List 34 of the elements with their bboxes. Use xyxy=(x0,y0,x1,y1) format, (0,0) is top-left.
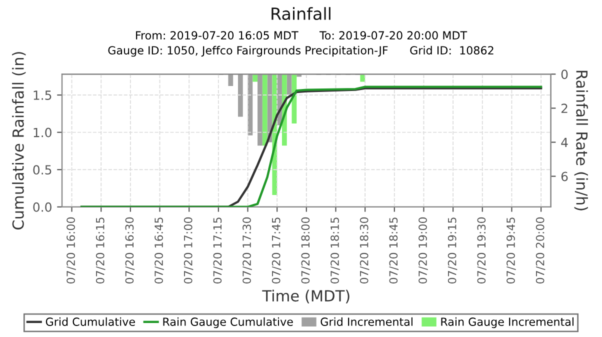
x-tick-label: 07/20 18:30 xyxy=(360,217,370,284)
legend-label: Grid Incremental xyxy=(320,317,412,326)
x-tick-label: 07/20 19:30 xyxy=(477,217,486,284)
x-tick-label: 07/20 17:45 xyxy=(272,218,282,284)
chart-subtitle: From: 2019-07-20 16:05 MDT To: 2019-07-20 20:00 MDT Gauge ID: 1050, Jeffco Fairgrounds Precipitation-JF Grid ID: 10862 xyxy=(108,31,494,57)
x-tick-label: 07/20 18:15 xyxy=(330,218,340,284)
x-tick-label: 07/20 17:15 xyxy=(213,218,223,284)
x-tick-label: 07/20 17:30 xyxy=(242,217,252,284)
x-tick-label: 07/20 19:00 xyxy=(418,217,428,284)
x-axis-title: Time (MDT) xyxy=(262,290,350,304)
legend-label: Grid Cumulative xyxy=(46,317,135,326)
x-tick-label: 07/20 16:15 xyxy=(96,218,106,284)
x-tick-label: 07/20 16:30 xyxy=(125,217,135,284)
chart-title: Rainfall xyxy=(272,7,330,20)
y-tick-label: 1.0 xyxy=(34,128,52,138)
x-tick-label: 07/20 19:15 xyxy=(448,218,458,284)
x-tick-label: 07/20 16:45 xyxy=(154,218,164,284)
y2-tick-label: 2 xyxy=(561,104,568,113)
x-tick-label: 07/20 19:45 xyxy=(506,218,516,284)
x-tick-label: 07/20 18:45 xyxy=(389,218,399,284)
y-tick-label: 0.0 xyxy=(33,202,52,212)
y2-tick-label: 4 xyxy=(561,138,568,147)
x-tick-label: 07/20 16:00 xyxy=(66,217,76,284)
y2-tick-label: 6 xyxy=(561,172,568,182)
y-tick-label: 0.5 xyxy=(33,165,52,175)
y-tick-label: 1.5 xyxy=(34,90,52,100)
legend-label: Rain Gauge Incremental xyxy=(441,317,574,328)
y2-tick-label: 0 xyxy=(561,70,568,80)
y-axis-title: Cumulative Rainfall (in) xyxy=(12,52,26,230)
y2-axis-title: Rainfall Rate (in/h) xyxy=(574,70,588,210)
legend-label: Rain Gauge Cumulative xyxy=(163,317,293,328)
x-tick-label: 07/20 20:00 xyxy=(536,217,546,284)
x-tick-label: 07/20 17:00 xyxy=(184,217,194,284)
x-tick-label: 07/20 18:00 xyxy=(301,217,311,284)
